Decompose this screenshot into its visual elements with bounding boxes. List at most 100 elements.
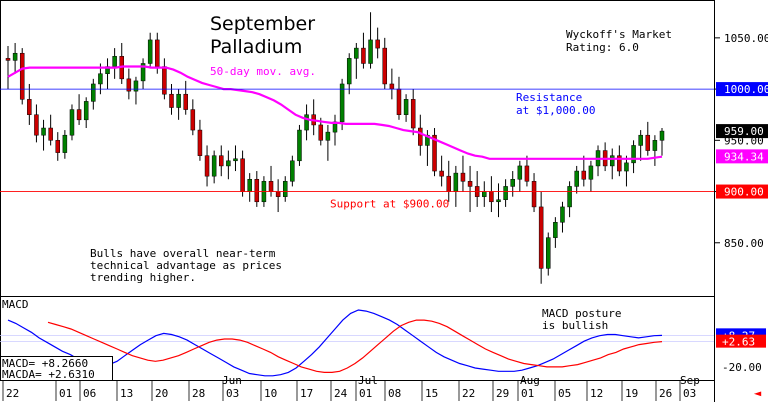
candle-body: [147, 39, 153, 64]
candle-body: [339, 83, 345, 123]
candle-body: [439, 170, 444, 177]
macd-tags: +8.27+2.63: [716, 328, 766, 349]
candle-body: [226, 160, 231, 167]
x-tick-label: 05: [558, 387, 571, 400]
candle-body: [183, 93, 188, 110]
candle-body: [204, 155, 210, 177]
price-tags: 959.00 934.34 1000.00 900.00: [716, 82, 768, 199]
candle-body: [396, 88, 402, 115]
x-tick-label: 22: [462, 387, 475, 400]
candle-body: [403, 99, 409, 115]
x-tick-label: 15: [425, 387, 438, 400]
candle-body: [27, 99, 32, 115]
text-line: technical advantage as prices: [90, 259, 282, 272]
x-tick-label: 13: [120, 387, 133, 400]
candle-body: [524, 165, 530, 182]
candle-body: [190, 109, 196, 131]
x-tick-label: 01: [521, 387, 534, 400]
candle-body: [247, 178, 252, 192]
candle-body: [176, 93, 181, 108]
candle-body: [652, 140, 658, 151]
candle-body: [546, 237, 551, 269]
x-tick-label: 24: [334, 387, 348, 400]
candle-body: [268, 181, 274, 192]
x-tick-label: 10: [264, 387, 277, 400]
candle-body: [453, 172, 459, 192]
candle-body: [432, 134, 437, 172]
macd-value-text: MACD= +8.2660: [2, 357, 88, 370]
resistance-label: Resistance at $1,000.00: [516, 91, 595, 117]
price-tag-bg: [716, 149, 768, 164]
macd-signal-line: [47, 319, 663, 373]
price-tag-bg: [716, 82, 768, 97]
candle-body: [126, 78, 132, 92]
candle-body: [98, 73, 103, 85]
text-line: at $1,000.00: [516, 104, 595, 117]
text-line: MACD posture: [542, 307, 621, 320]
candle-body: [361, 47, 366, 64]
x-month-label: Jun: [222, 374, 242, 387]
candle-body: [410, 99, 416, 129]
candle-body: [354, 47, 359, 59]
candle-body: [91, 83, 96, 102]
candle-body: [482, 191, 487, 197]
candle-body: [624, 162, 629, 172]
candle-body: [368, 39, 373, 64]
candle-body: [574, 170, 579, 187]
macd-annotation: MACD posture is bullish: [542, 307, 621, 332]
candle-body: [418, 127, 423, 146]
candle-body: [12, 52, 18, 61]
candle-body: [197, 129, 203, 156]
x-tick-label: 03: [226, 387, 239, 400]
text-line: Rating: 6.0: [566, 41, 639, 54]
candle-body: [297, 129, 302, 162]
chart-title-line2: Palladium: [210, 36, 302, 58]
price-tag-bg: [716, 184, 768, 199]
candle-body: [510, 178, 515, 187]
candle-body: [41, 127, 46, 136]
text-line: Bulls have overall near-term: [90, 247, 276, 260]
candle-body: [553, 222, 558, 238]
candle-body: [155, 39, 160, 67]
price-tag-text: 959.00: [724, 125, 764, 138]
candle-body: [467, 181, 473, 187]
candle-body: [140, 63, 146, 82]
candle-body: [83, 101, 89, 121]
x-month-label: Sep: [680, 374, 700, 387]
x-tick-label: 12: [590, 387, 603, 400]
text-line: Wyckoff's Market: [566, 28, 672, 41]
candle-body: [76, 109, 82, 121]
x-tick-label: 08: [388, 387, 401, 400]
candle-body: [48, 127, 53, 141]
macd-y-tick: -20.00: [722, 361, 762, 374]
x-tick-label: 22: [6, 387, 19, 400]
candle-body: [318, 124, 324, 141]
candle-body: [460, 172, 466, 182]
candle-body: [638, 134, 643, 146]
candle-body: [609, 155, 615, 167]
scroll-arrow-icon[interactable]: ◄: [754, 386, 762, 400]
candle-body: [34, 114, 39, 136]
candle-body: [62, 134, 68, 153]
moving-average-line: [7, 65, 663, 160]
candle-body: [325, 131, 331, 141]
x-tick-label: 06: [83, 387, 96, 400]
candle-body: [55, 140, 61, 153]
support-label: Support at $900.00: [330, 198, 449, 211]
candle-body: [304, 114, 309, 131]
candle-body: [112, 56, 117, 67]
x-tick-label: 03: [683, 387, 696, 400]
candle-body: [538, 206, 544, 269]
candle-body: [645, 134, 651, 151]
candle-body: [659, 130, 665, 141]
candle-body: [581, 170, 587, 180]
candle-body: [219, 155, 224, 167]
x-tick-label: 17: [300, 387, 313, 400]
macd-values-box: [0, 356, 113, 381]
candle-body: [489, 191, 494, 203]
text-line: is bullish: [542, 319, 608, 332]
candle-body: [282, 181, 288, 197]
candle-body: [346, 58, 352, 85]
